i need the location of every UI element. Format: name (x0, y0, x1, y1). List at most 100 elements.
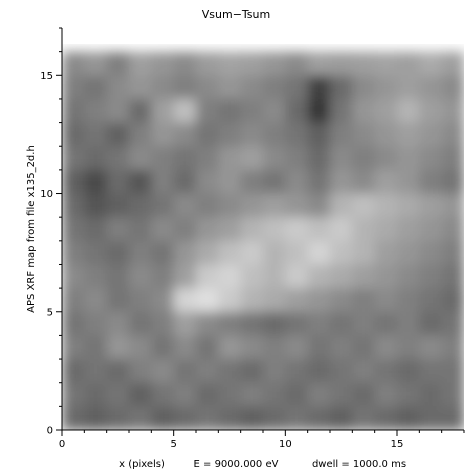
heatmap-cell (151, 264, 175, 289)
heatmap-cell (419, 75, 443, 100)
heatmap-cell (374, 359, 398, 384)
heatmap-cell (62, 146, 85, 171)
heatmap-cell (151, 146, 175, 171)
heatmap-cell (173, 51, 197, 76)
heatmap-cell (218, 169, 242, 195)
heatmap-cell (397, 264, 420, 289)
heatmap-cell (330, 335, 353, 360)
heatmap-cell (352, 51, 376, 76)
heatmap-cell (441, 406, 464, 430)
heatmap-cell (129, 75, 152, 100)
heatmap-cell (397, 335, 420, 360)
heatmap-cell (263, 51, 286, 76)
heatmap-cell (84, 406, 108, 430)
heatmap-cell (106, 335, 130, 360)
heatmap-cell (352, 382, 376, 407)
heatmap-cell (397, 193, 420, 218)
x-tick-label: 15 (391, 439, 404, 450)
heatmap-cell (419, 169, 443, 195)
ticks: 0 5 10 15 0 5 10 15 (40, 27, 465, 450)
heatmap-cell (151, 335, 175, 360)
heatmap-cell (218, 75, 242, 100)
heatmap-cell (129, 51, 152, 76)
heatmap-cell (106, 359, 130, 384)
heatmap-cell (330, 51, 353, 76)
heatmap-cell (129, 122, 152, 147)
heatmap-cell (419, 335, 443, 360)
heatmap-cell (419, 146, 443, 171)
heatmap-cell (62, 240, 85, 266)
heatmap-cell (374, 217, 398, 242)
heatmap-cell (263, 359, 286, 384)
heatmap-cell (240, 122, 264, 147)
heatmap-cell (374, 146, 398, 171)
heatmap-cell (151, 382, 175, 407)
heatmap-cell (240, 98, 264, 124)
heatmap-cell (173, 193, 197, 218)
x-tick-label: 0 (59, 439, 65, 450)
heatmap-cell (307, 122, 331, 147)
heatmap-cell (62, 382, 85, 407)
y-tick-label: 15 (40, 71, 53, 82)
energy-label: E = 9000.000 eV (194, 459, 279, 470)
heatmap-cell (129, 98, 152, 124)
x-tick-label: 10 (279, 439, 292, 450)
heatmap-cell (84, 335, 108, 360)
heatmap-cell (285, 122, 309, 147)
heatmap-cell (218, 359, 242, 384)
heatmap-cell (218, 406, 242, 430)
heatmap-cell (240, 264, 264, 289)
heatmap-cell (263, 217, 286, 242)
y-tick-label: 10 (40, 189, 53, 200)
heatmap-cell (151, 75, 175, 100)
heatmap-cell (419, 193, 443, 218)
heatmap-cell (397, 122, 420, 147)
heatmap-cell (374, 51, 398, 76)
heatmap-cell (330, 169, 353, 195)
heatmap-cell (240, 311, 264, 337)
heatmap-cell (285, 98, 309, 124)
heatmap-cell (330, 406, 353, 430)
heatmap-cell (352, 146, 376, 171)
heatmap-cell (374, 75, 398, 100)
heatmap-cell (173, 264, 197, 289)
heatmap-cell (374, 122, 398, 147)
heatmap-cell (307, 75, 331, 100)
heatmap-cell (196, 240, 219, 266)
heatmap-cell (263, 240, 286, 266)
heatmap-cell (151, 311, 175, 337)
heatmap-cell (129, 264, 152, 289)
heatmap-cell (397, 169, 420, 195)
heatmap-cell (173, 169, 197, 195)
heatmap-cell (441, 264, 464, 289)
heatmap-cell (374, 311, 398, 337)
heatmap-cell (151, 193, 175, 218)
heatmap-cell (352, 169, 376, 195)
heatmap-cell (307, 217, 331, 242)
heatmap-cell (285, 169, 309, 195)
heatmap-cell (151, 51, 175, 76)
heatmap-cell (441, 75, 464, 100)
heatmap-cell (173, 359, 197, 384)
heatmap-cell (62, 122, 85, 147)
heatmap-cell (330, 311, 353, 337)
heatmap-cell (62, 169, 85, 195)
heatmap-cell (151, 98, 175, 124)
heatmap-cell (419, 288, 443, 313)
heatmap-cell (240, 240, 264, 266)
heatmap-cell (129, 382, 152, 407)
heatmap-cell (441, 240, 464, 266)
heatmap-cell (285, 406, 309, 430)
heatmap-cell (240, 169, 264, 195)
heatmap-cell (129, 240, 152, 266)
heatmap-cell (307, 335, 331, 360)
heatmap-cell (106, 75, 130, 100)
heatmap-cell (263, 122, 286, 147)
heatmap-cell (397, 406, 420, 430)
heatmap-cell (240, 335, 264, 360)
heatmap-cell (263, 382, 286, 407)
heatmap-cell (330, 146, 353, 171)
heatmap-cell (196, 264, 219, 289)
heatmap-cell (441, 146, 464, 171)
heatmap-cell (62, 311, 85, 337)
